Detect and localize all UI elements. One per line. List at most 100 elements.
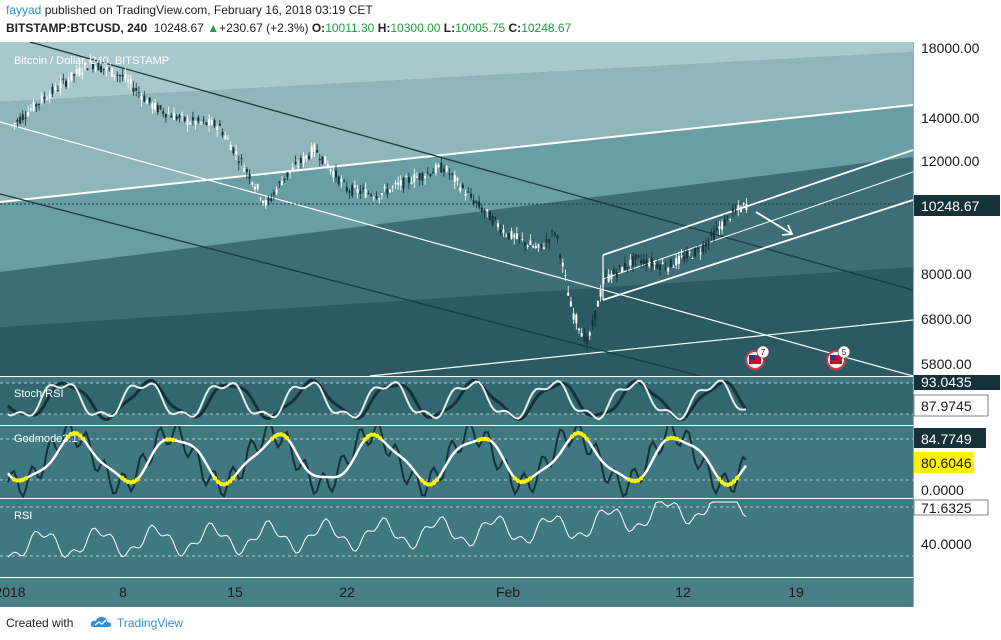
candle-body-119: [332, 171, 335, 178]
candle-body-42: [124, 74, 127, 80]
lower-fan-line[interactable]: [369, 319, 913, 376]
event-marker-2[interactable]: 5: [826, 345, 851, 370]
projection-arrow: [755, 211, 793, 235]
godmode-extreme-mark-9: [77, 433, 83, 438]
candle-body-70: [200, 122, 202, 124]
candle-body-188: [518, 237, 521, 239]
candle-body-243: [667, 267, 670, 272]
candle-body-45: [132, 87, 135, 92]
candle-body-110: [308, 155, 310, 159]
candle-body-187: [515, 233, 518, 239]
candle-body-13: [46, 98, 49, 100]
candle-body-194: [534, 246, 537, 249]
candle-body-120: [335, 170, 337, 178]
candle-body-202: [556, 235, 559, 239]
candle-body-220: [605, 275, 607, 277]
candle-body-176: [486, 209, 489, 212]
time-axis[interactable]: [0, 578, 913, 607]
candle-body-150: [416, 176, 418, 178]
candle-body-161: [445, 166, 448, 172]
event-marker-1[interactable]: 7: [745, 345, 770, 370]
candle-body-44: [129, 79, 132, 84]
event-count-1: 7: [761, 348, 766, 357]
candle-body-11: [40, 95, 43, 103]
candle-body-164: [453, 174, 456, 183]
candle-body-177: [488, 211, 491, 221]
candle-body-172: [475, 201, 478, 204]
candle-body-106: [297, 165, 300, 167]
candle-body-88: [248, 173, 251, 179]
candle-body-83: [235, 151, 238, 154]
candle-body-222: [610, 274, 613, 280]
candle-body-86: [243, 168, 246, 172]
tradingview-cloud-icon[interactable]: [90, 615, 112, 629]
candle-body-200: [551, 231, 553, 233]
candle-body-122: [340, 179, 343, 183]
godmode-extreme-mark-69: [674, 436, 680, 442]
candle-body-105: [294, 161, 297, 164]
candle-body-132: [367, 193, 370, 195]
candle-body-212: [583, 332, 586, 342]
x-tick-19: 19: [788, 584, 804, 600]
candle-body-167: [461, 184, 464, 188]
candle-body-259: [710, 231, 713, 236]
godmode-extreme-mark-60: [584, 436, 590, 442]
candle-body-41: [121, 74, 124, 77]
godmode-value-2: 80.6046: [921, 455, 972, 471]
channel-top[interactable]: [602, 149, 913, 256]
candle-body-193: [532, 245, 535, 248]
stoch-tag-2: [913, 394, 989, 417]
godmode-fast-line: [7, 426, 747, 498]
candle-body-117: [326, 164, 329, 169]
candle-body-206: [567, 292, 570, 296]
candle-body-175: [483, 211, 486, 213]
candle-body-252: [691, 257, 694, 259]
lower-dark-line[interactable]: [0, 193, 701, 376]
tradingview-brand-link[interactable]: TradingView: [117, 616, 184, 630]
channel-bottom[interactable]: [602, 199, 913, 301]
candle-body-74: [210, 120, 213, 125]
chart-area[interactable]: 7 5 Bitcoin / Dollar, 240, BITSTAMP Stoc…: [0, 42, 1001, 607]
candle-body-14: [48, 94, 51, 99]
symbol-label: BITSTAMP:BTCUSD, 240: [6, 21, 148, 35]
candle-body-203: [559, 254, 562, 259]
candle-body-28: [86, 68, 89, 71]
candle-body-151: [418, 173, 421, 180]
candle-body-30: [92, 64, 94, 70]
candle-body-64: [183, 116, 186, 122]
candle-body-185: [510, 230, 513, 239]
candle-body-224: [615, 272, 618, 278]
candle-body-236: [648, 263, 651, 267]
candle-body-115: [321, 156, 324, 164]
high-label: H:: [377, 21, 391, 35]
candle-body-73: [208, 119, 211, 126]
publisher-name[interactable]: fayyad: [6, 3, 42, 17]
x-tick-feb: Feb: [496, 584, 520, 600]
candle-body-183: [505, 235, 508, 237]
fan-band-5: [0, 267, 913, 376]
candle-body-63: [181, 114, 184, 116]
candle-body-24: [75, 69, 78, 74]
upper-trendline[interactable]: [0, 104, 913, 203]
candle-body-238: [653, 262, 656, 265]
descending-dark-line[interactable]: [29, 42, 913, 291]
candle-body-59: [170, 115, 173, 118]
candle-body-253: [694, 247, 697, 257]
candle-body-209: [575, 314, 578, 324]
candle-body-16: [54, 85, 57, 91]
price-change: +230.67 (+2.3%): [219, 21, 309, 35]
fan-band-1: [0, 42, 913, 102]
candles: [11, 53, 748, 351]
candle-body-92: [259, 197, 262, 199]
candle-body-0: [11, 124, 13, 126]
candle-body-127: [353, 185, 356, 187]
candle-body-50: [146, 99, 148, 104]
candle-body-141: [391, 186, 394, 188]
candle-body-155: [429, 174, 432, 177]
candle-body-32: [97, 63, 100, 71]
candle-body-49: [143, 95, 146, 102]
candle-body-223: [613, 269, 616, 274]
candle-body-191: [526, 245, 529, 247]
candle-body-60: [173, 113, 175, 120]
descending-white-line[interactable]: [0, 121, 913, 376]
